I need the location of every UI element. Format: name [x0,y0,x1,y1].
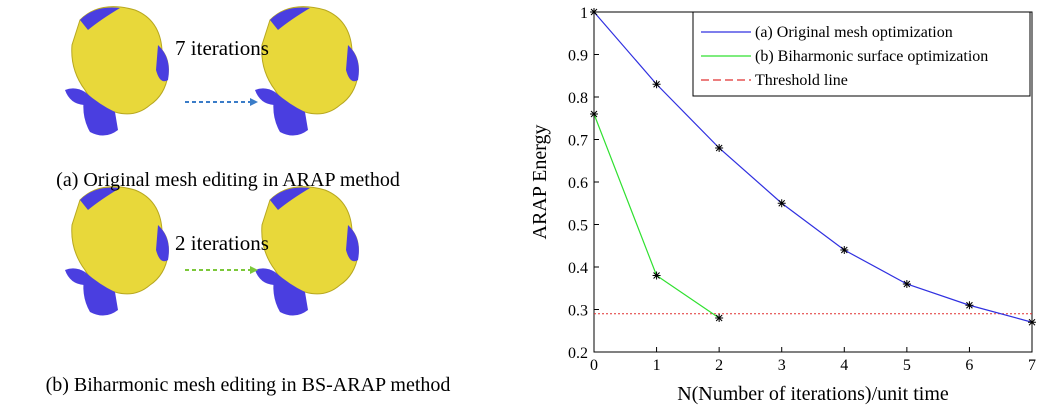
caption: (b) Biharmonic mesh editing in BS-ARAP m… [46,374,451,396]
x-tick-label: 3 [778,357,786,374]
y-axis-label: ARAP Energy [529,125,551,240]
point-marker [590,8,598,16]
point-marker [903,280,911,288]
caption: (a) Original mesh editing in ARAP method [56,169,400,191]
legend-label: (b) Biharmonic surface optimization [755,48,988,65]
legend-label: Threshold line [755,72,848,89]
x-tick-label: 5 [903,357,911,374]
point-marker [590,110,598,118]
y-tick-label: 0.3 [568,303,588,320]
arrow-label: 7 iterations [175,36,269,60]
arrow-label: 2 iterations [175,231,269,255]
point-marker [715,314,723,322]
y-tick-label: 0.4 [568,260,588,277]
y-tick-label: 0.7 [568,133,588,150]
page: {"figure": {"row_a": {"arrow_label": "7 … [0,0,1037,408]
point-marker [653,80,661,88]
y-tick-label: 0.6 [568,175,588,192]
y-tick-label: 1 [580,5,588,22]
body: 7 iterations 2 iterations (a) Original m… [0,0,1037,408]
legend-label: (a) Original mesh optimization [755,24,953,41]
y-tick-label: 0.9 [568,48,588,65]
point-marker [653,272,661,280]
figure: 7 iterations 2 iterations (a) Original m… [0,0,1037,408]
x-axis-label: N(Number of iterations)/unit time [677,383,949,405]
y-tick-label: 0.2 [568,345,588,362]
arrow-head [250,98,258,106]
series-line [594,114,719,318]
y-tick-label: 0.5 [568,218,588,235]
x-tick-label: 2 [715,357,723,374]
y-tick-label: 0.8 [568,90,588,107]
point-marker [778,199,786,207]
point-marker [965,301,973,309]
x-tick-label: 1 [653,357,661,374]
x-tick-label: 7 [1028,357,1036,374]
x-tick-label: 4 [840,357,848,374]
point-marker [840,246,848,254]
point-marker [1028,318,1036,326]
x-tick-label: 6 [965,357,973,374]
point-marker [715,144,723,152]
x-tick-label: 0 [590,357,598,374]
